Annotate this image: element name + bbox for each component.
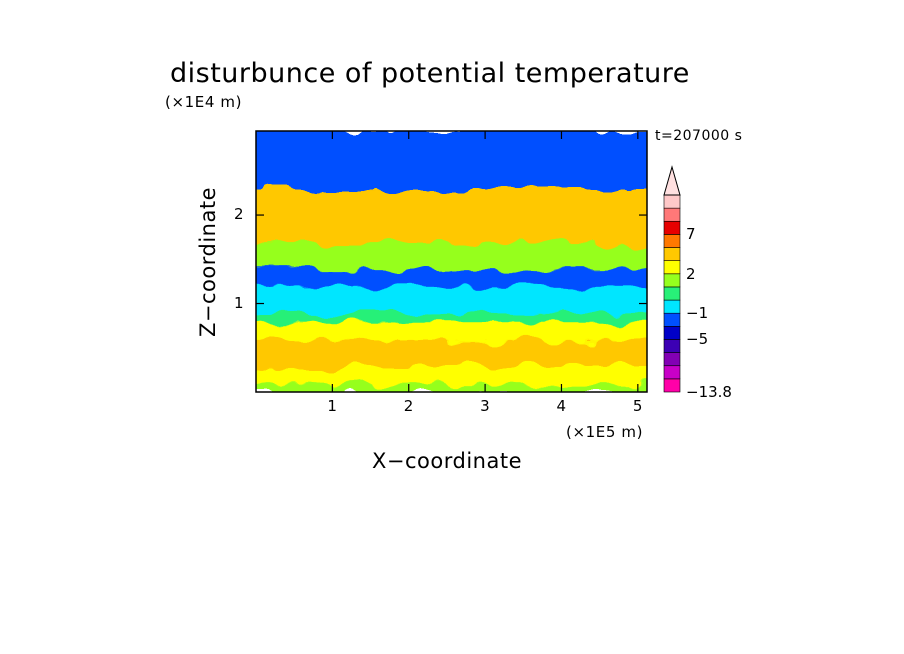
colorbar-segment: [663, 247, 681, 261]
contour-band: [256, 240, 647, 270]
axes: [256, 131, 647, 392]
contour-band: [256, 364, 647, 385]
x-tick-label: 3: [480, 397, 490, 415]
chart-title: disturbunce of potential temperature: [170, 58, 690, 89]
contour-band: [256, 267, 647, 287]
colorbar: [663, 165, 681, 393]
colorbar-segment: [663, 378, 681, 393]
colorbar-segment: [663, 260, 681, 275]
colorbar-segment: [663, 194, 681, 209]
y-tick-label: 1: [234, 293, 244, 312]
contour-band: [256, 337, 647, 367]
colorbar-label: −13.8: [686, 383, 732, 401]
x-axis-label: X−coordinate: [372, 449, 522, 473]
contour-band: [256, 187, 647, 243]
colorbar-segment: [663, 234, 681, 248]
y-unit-label: (×1E4 m): [165, 93, 243, 111]
colorbar-segment: [663, 299, 681, 314]
x-unit-label: (×1E5 m): [566, 423, 644, 441]
x-tick-label: 1: [327, 397, 337, 415]
contour-field: [256, 131, 647, 392]
colorbar-segment: [663, 352, 681, 367]
colorbar-extend-arrow: [663, 165, 681, 196]
colorbar-label: −5: [686, 330, 709, 349]
contour-band: [256, 311, 647, 323]
contour-band: [256, 131, 647, 190]
colorbar-segment: [663, 339, 681, 353]
colorbar-segment: [663, 365, 681, 380]
y-tick-label: 2: [234, 205, 244, 224]
x-tick-label: 2: [403, 397, 414, 415]
contour-band: [256, 284, 647, 314]
x-tick-label: 5: [632, 397, 643, 415]
plot-frame: [255, 130, 648, 393]
colorbar-segment: [663, 312, 681, 327]
colorbar-label: 2: [686, 264, 696, 283]
colorbar-label: 7: [686, 225, 696, 244]
contour-band: [256, 382, 647, 392]
colorbar-label: −1: [686, 304, 709, 323]
colorbar-segment: [663, 326, 681, 340]
colorbar-segment: [663, 273, 681, 288]
contour-band: [256, 320, 647, 340]
colorbar-segment: [663, 286, 681, 301]
colorbar-segment: [663, 207, 681, 222]
colorbar-segment: [663, 220, 681, 235]
x-tick-label: 4: [556, 397, 567, 415]
time-label: t=207000 s: [655, 128, 743, 144]
